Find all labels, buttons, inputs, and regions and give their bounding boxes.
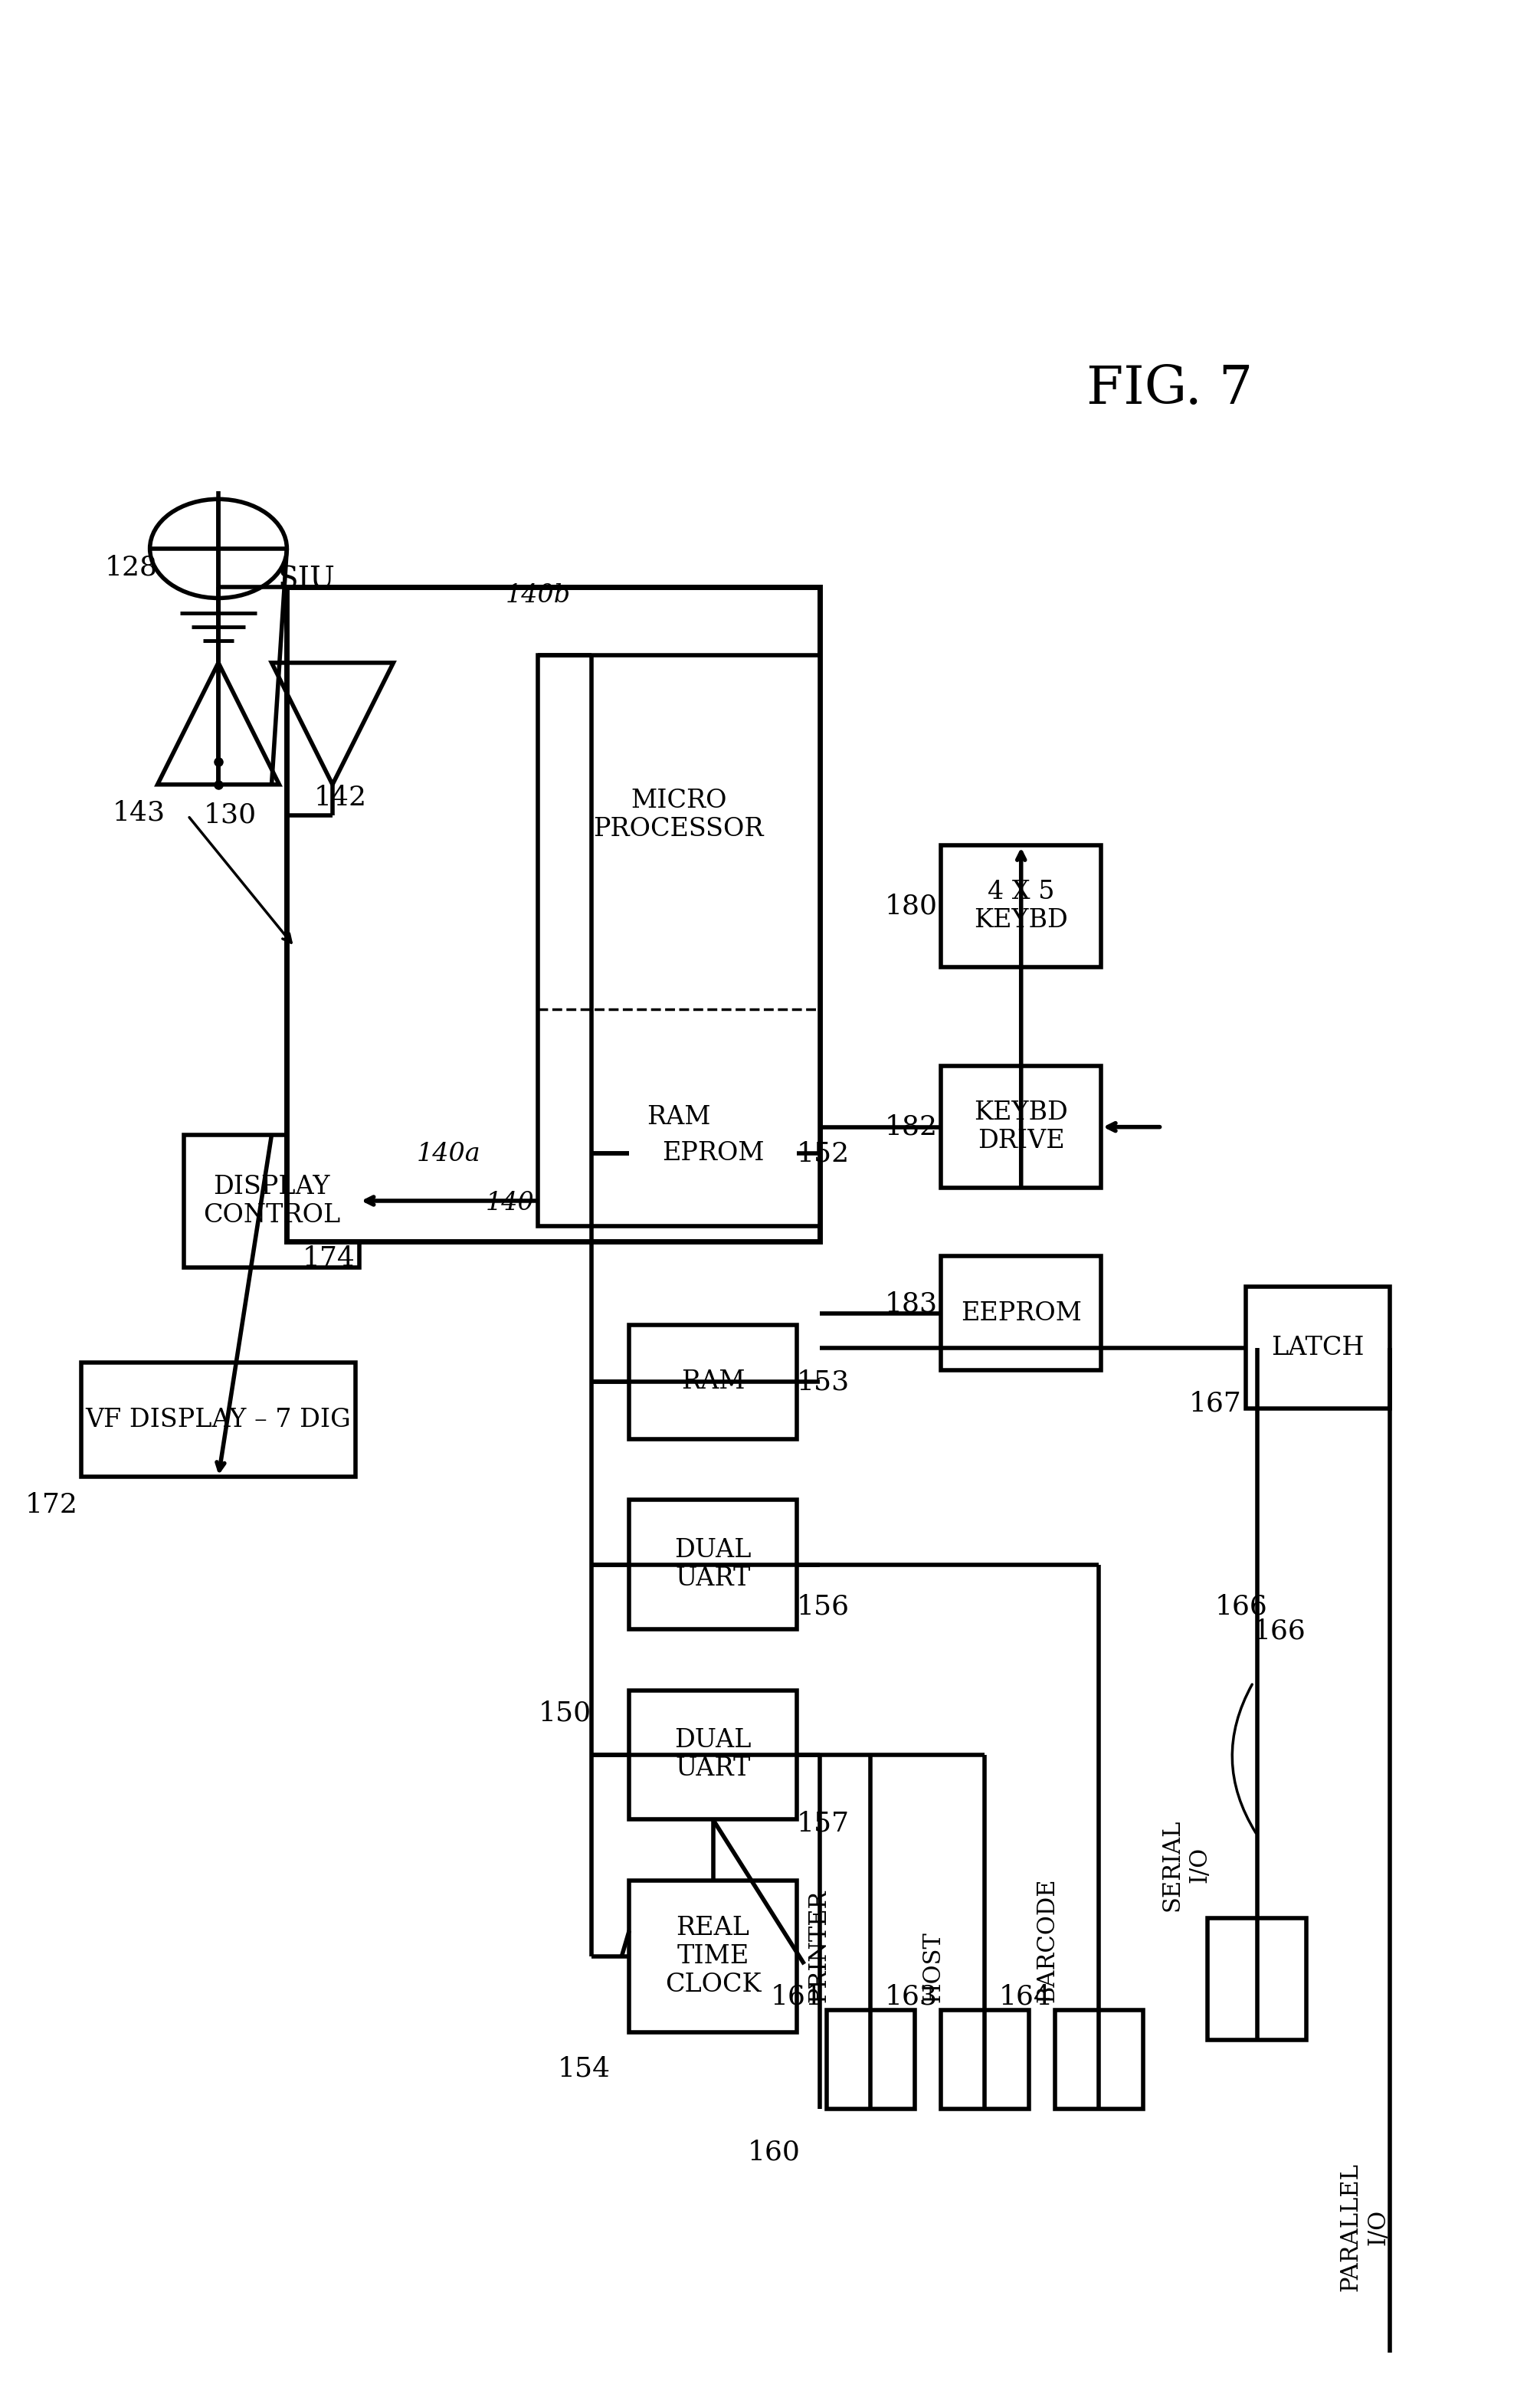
Text: 153: 153 [796,1369,850,1396]
Text: MICRO
PROCESSOR: MICRO PROCESSOR [593,788,764,840]
Text: 140: 140 [485,1190,534,1216]
Text: RAM: RAM [681,1369,745,1393]
Text: 157: 157 [796,1810,850,1836]
Bar [941,1065,1101,1187]
Text: 183: 183 [884,1290,938,1317]
Text: DUAL
UART: DUAL UART [675,1537,752,1592]
Text: KEYBD
DRIVE: KEYBD DRIVE [975,1101,1069,1154]
Text: 140a: 140a [417,1142,480,1166]
Bar [941,2011,1029,2109]
Text: BARCODE: BARCODE [1035,1877,1060,2001]
Text: 167: 167 [1189,1391,1241,1417]
Bar [185,1135,359,1269]
Bar [1055,2011,1143,2109]
Text: LATCH: LATCH [1272,1336,1364,1360]
Text: PRINTER: PRINTER [807,1889,832,2001]
Text: 142: 142 [314,785,367,812]
Text: PARALLEL
I/O: PARALLEL I/O [1338,2162,1391,2291]
Bar [286,587,819,1240]
Text: 150: 150 [539,1700,591,1726]
Text: 156: 156 [796,1594,850,1618]
Text: 128: 128 [105,555,157,582]
Text: 143: 143 [112,800,165,826]
Text: REAL
TIME
CLOCK: REAL TIME CLOCK [665,1915,761,1997]
Text: 4 X 5
KEYBD: 4 X 5 KEYBD [975,881,1069,934]
Bar [630,1879,796,2033]
Text: RAM: RAM [647,1106,711,1130]
Text: 160: 160 [747,2140,801,2164]
Text: SIU: SIU [277,565,336,594]
Text: 166: 166 [1254,1618,1306,1645]
Bar [630,1324,796,1439]
Text: 130: 130 [203,802,256,828]
Text: EPROM: EPROM [662,1142,764,1166]
Bar [1207,1918,1306,2040]
Text: VF DISPLAY – 7 DIG: VF DISPLAY – 7 DIG [86,1408,351,1432]
Bar [827,2011,915,2109]
Text: EEPROM: EEPROM [961,1302,1081,1326]
Text: DUAL
UART: DUAL UART [675,1728,752,1781]
Bar [630,1096,796,1211]
Text: 154: 154 [557,2056,610,2080]
Text: HOST: HOST [921,1932,946,2001]
Text: 152: 152 [796,1140,850,1166]
Bar [630,1501,796,1630]
Text: FIG. 7: FIG. 7 [1086,364,1252,414]
Text: 182: 182 [884,1113,938,1140]
Bar [1246,1288,1391,1408]
Text: 140b: 140b [505,582,570,608]
Text: 180: 180 [884,893,938,919]
Text: 172: 172 [25,1491,77,1518]
Text: 161: 161 [770,1985,824,2011]
Text: SERIAL
I/O: SERIAL I/O [1160,1819,1212,1910]
Text: 174: 174 [302,1245,356,1271]
Bar [537,656,819,1226]
Bar [941,1257,1101,1369]
Bar [82,1362,356,1477]
Text: 163: 163 [884,1985,938,2011]
Text: 164: 164 [999,1985,1052,2011]
Text: DISPLAY
CONTROL: DISPLAY CONTROL [203,1175,340,1228]
Bar [630,1690,796,1819]
Bar [941,845,1101,967]
Text: 166: 166 [1215,1594,1267,1618]
